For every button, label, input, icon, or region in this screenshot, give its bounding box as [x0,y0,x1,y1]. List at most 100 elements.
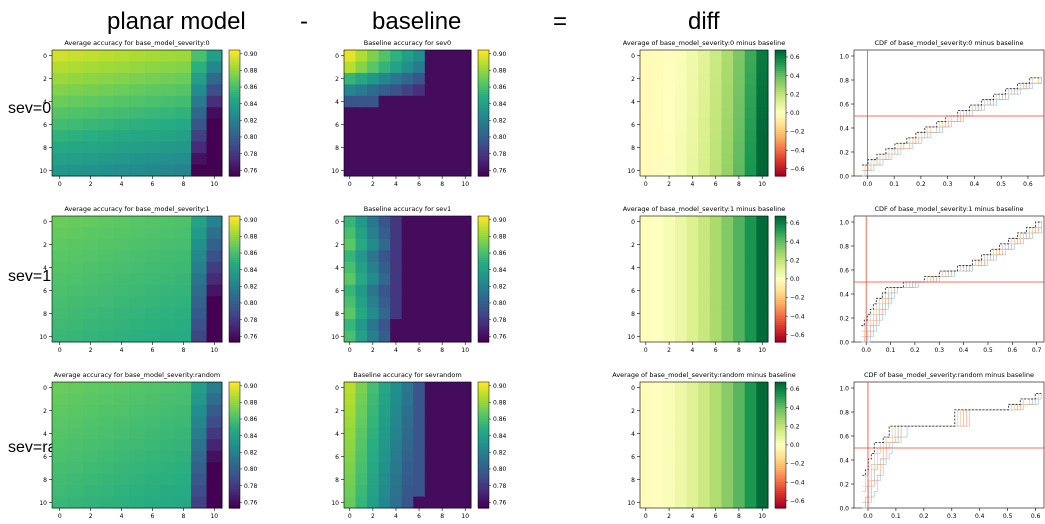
heatmap-cell [367,307,380,320]
heatmap-cell [744,485,757,498]
heatmap-cell [674,416,688,429]
colorbar-segment [478,266,489,270]
heatmap-cell [674,72,688,85]
heatmap-cell [709,307,722,320]
colorbar-segment [775,505,786,509]
heatmap-cell [160,404,177,417]
heatmap-cell [67,261,84,274]
y-tick-label: 6 [43,454,47,461]
y-tick-label: 10 [39,334,47,341]
heatmap-cell [67,485,84,498]
x-tick-label: 10 [461,513,469,520]
heatmap-cell [663,404,676,417]
heatmap-cell [640,416,653,429]
heatmap-cell [744,393,757,406]
colorbar-segment [229,138,240,141]
heatmap-cell [744,319,757,332]
heatmap-cell [401,238,414,251]
x-tick-label: 0.5 [983,347,993,354]
heatmap-cell [390,118,403,131]
heatmap-cell [651,95,664,108]
heatmap-cell [67,238,84,251]
colorbar-segment [478,230,489,234]
colorbar-segment [775,451,786,454]
colorbar-segment [229,384,240,387]
header-baseline: baseline [372,8,462,35]
heatmap-cell [401,393,414,406]
heatmap-cell [459,330,472,343]
colorbar-segment [478,474,489,478]
heatmap-cell [733,261,746,274]
heatmap-cell [160,153,177,166]
colorbar-segment [775,449,786,452]
y-tick-label: 0.8 [839,409,849,416]
heatmap-cell [129,450,146,463]
panel-title: Average of base_model_severity:0 minus b… [623,39,785,47]
heatmap-cell [640,393,653,406]
heatmap-cell [367,439,380,452]
heatmap-cell [175,95,192,108]
heatmap-cell [82,118,99,131]
colorbar-segment [478,337,489,341]
colorbar-tick-label: −0.4 [790,147,805,154]
heatmap-cell [459,227,472,240]
heatmap-cell [651,416,664,429]
heatmap-cell [160,284,177,297]
x-tick-label: 0.2 [910,347,920,354]
colorbar-segment [775,150,786,154]
heatmap-cell [709,118,722,131]
heatmap-cell [82,250,99,263]
heatmap-cell [390,439,403,452]
x-tick-label: 0.7 [1032,347,1042,354]
heatmap-cell [144,72,161,85]
colorbar-segment [478,325,489,328]
heatmap-cell [698,261,711,274]
x-tick-label: 0.5 [996,181,1006,188]
heatmap-cell [424,72,437,85]
x-tick-label: 6 [151,513,155,520]
colorbar-segment [775,480,786,484]
heatmap-cell [744,95,757,108]
y-tick-label: 0.0 [839,173,849,180]
colorbar-segment [478,249,489,253]
heatmap-cell [129,330,146,343]
colorbar-segment [478,323,489,326]
heatmap-cell [378,296,391,309]
colorbar-segment [478,396,489,400]
heatmap-cell [640,330,653,343]
colorbar-segment [229,115,240,118]
heatmap-cell [344,473,357,486]
colorbar-segment [775,216,786,219]
panel-title: Average accuracy for base_model_severity… [54,371,220,379]
heatmap-cell [733,404,746,417]
colorbar-segment [775,392,786,396]
colorbar-segment [478,131,489,135]
heatmap-cell [744,473,757,486]
heatmap-cell [98,250,115,263]
colorbar-segment [775,171,786,175]
heatmap-cell [447,439,460,452]
colorbar-segment [229,218,240,221]
heatmap-cell [129,273,146,286]
heatmap-cell [191,473,208,486]
colorbar-frame [477,381,490,509]
heatmap-cell [144,284,161,297]
heatmap-cell [144,404,161,417]
heatmap-cell [721,261,734,274]
heatmap-cell [191,216,208,228]
heatmap-cell [663,393,676,406]
colorbar-segment [775,453,786,457]
heatmap-cell [67,296,84,309]
heatmap-cell [52,496,68,509]
heatmap-cell [367,50,380,62]
colorbar-segment [775,83,786,87]
heatmap-cell [651,250,664,263]
colorbar-segment [229,81,240,85]
heatmap-cell [355,439,368,452]
heatmap-cell [640,164,653,177]
colorbar-segment [775,276,786,280]
colorbar-segment [775,434,786,438]
colorbar-segment [478,316,489,320]
colorbar-tick-label: 0.76 [244,499,258,506]
heatmap-cell [390,107,403,120]
